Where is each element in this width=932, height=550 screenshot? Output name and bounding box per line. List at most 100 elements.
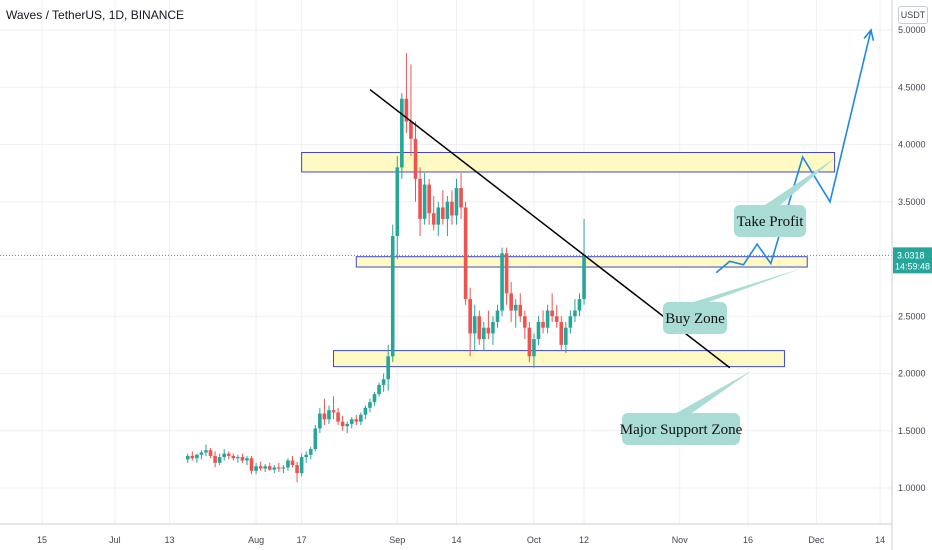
candle (313, 425, 318, 452)
callout-box (734, 205, 806, 237)
candle-body (359, 414, 363, 422)
candle (527, 321, 532, 363)
candle (331, 396, 336, 420)
candle-body (318, 413, 322, 429)
candle-body (582, 255, 586, 300)
time-tick-label: Dec (808, 535, 825, 545)
time-tick-label: 13 (165, 535, 175, 545)
candle-body (217, 457, 222, 463)
candle (577, 293, 582, 317)
candle-body (272, 467, 277, 470)
candle (185, 453, 190, 463)
callout-label: Buy Zone (665, 311, 725, 327)
callout-take-profit: Take Profit (734, 158, 835, 237)
candle (240, 453, 245, 463)
candle-body (495, 310, 500, 322)
candle (431, 196, 436, 231)
candle-body (523, 316, 527, 328)
candle-body (441, 207, 445, 219)
candle (204, 444, 208, 456)
time-tick-label: 17 (297, 535, 307, 545)
candle (377, 382, 381, 397)
time-tick-label: 16 (743, 535, 753, 545)
candle-body (445, 201, 450, 219)
price-badge-countdown: 14:59:48 (895, 261, 930, 271)
candle (195, 453, 199, 463)
callout-label: Major Support Zone (620, 422, 743, 438)
candle (368, 398, 372, 413)
time-tick-label: 12 (579, 535, 589, 545)
candle (258, 461, 263, 471)
candle (345, 421, 349, 434)
candle (395, 155, 400, 259)
candle (559, 316, 564, 351)
candle-body (541, 321, 545, 328)
time-tick-label: Nov (672, 535, 689, 545)
projection-arrowhead (863, 28, 875, 41)
candle (441, 190, 445, 225)
price-tick-label: 2.5000 (898, 311, 926, 321)
candle (213, 451, 217, 468)
candle-body (491, 321, 495, 334)
candle (322, 398, 327, 426)
candle-body (436, 207, 441, 225)
candle-body (477, 316, 482, 340)
candle (245, 455, 249, 466)
candle-body (404, 98, 409, 122)
callout-major-support-zone: Major Support Zone (620, 370, 753, 445)
candle-body (213, 455, 217, 463)
candle-body (500, 253, 504, 311)
candle (222, 449, 226, 461)
candle-body (532, 339, 536, 357)
candle (286, 458, 290, 471)
upper-zone (301, 152, 836, 173)
price-badge-price: 3.0318 (897, 250, 925, 260)
callout-pointer (687, 268, 803, 304)
candle (545, 304, 550, 334)
candle (463, 201, 468, 305)
candle-body (336, 412, 340, 422)
candle-body (472, 316, 477, 334)
candle-body (322, 413, 327, 420)
candle-body (536, 321, 541, 340)
candle-body (482, 327, 486, 340)
candles-layer (185, 52, 586, 483)
candle (468, 287, 472, 357)
candle (427, 178, 431, 225)
candle-body (372, 394, 377, 403)
candle-body (195, 454, 199, 459)
candle (304, 451, 308, 463)
candle (418, 167, 422, 237)
currency-button[interactable]: USDT (898, 6, 928, 24)
candle-body (468, 299, 472, 334)
candle-body (236, 457, 240, 459)
price-tick-label: 1.5000 (898, 426, 926, 436)
candle (495, 304, 500, 328)
time-tick-label: 15 (37, 535, 47, 545)
candle (486, 310, 491, 340)
candle (459, 173, 463, 219)
callouts-layer: Take Profit Buy Zone Major Support Zone (620, 158, 835, 445)
candle (249, 455, 254, 475)
candle (295, 461, 299, 483)
candle-body (267, 466, 272, 470)
candle-body (368, 402, 372, 408)
candle (445, 196, 450, 237)
candle (359, 412, 363, 426)
candle (327, 405, 331, 424)
candle (400, 92, 404, 179)
candle (381, 373, 386, 392)
candle (226, 451, 231, 460)
callout-pointer (762, 158, 835, 207)
candle-body (377, 384, 381, 395)
candle-body (527, 327, 532, 357)
candle-body (245, 458, 249, 461)
candle (254, 462, 258, 475)
candle-body (554, 316, 559, 322)
time-tick-label: Jul (109, 535, 121, 545)
candle (513, 299, 518, 328)
candle (199, 450, 204, 460)
candle-body (450, 201, 454, 216)
